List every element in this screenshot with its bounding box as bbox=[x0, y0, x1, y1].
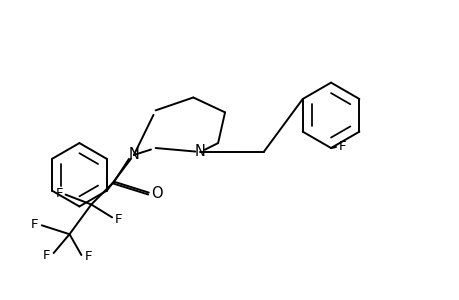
Text: F: F bbox=[338, 140, 346, 152]
Text: N: N bbox=[128, 148, 139, 163]
Text: F: F bbox=[56, 187, 63, 200]
Text: N: N bbox=[195, 145, 205, 160]
Text: F: F bbox=[31, 218, 39, 231]
Text: F: F bbox=[43, 248, 50, 262]
Text: O: O bbox=[151, 186, 162, 201]
Text: F: F bbox=[84, 250, 92, 263]
Text: F: F bbox=[114, 213, 122, 226]
